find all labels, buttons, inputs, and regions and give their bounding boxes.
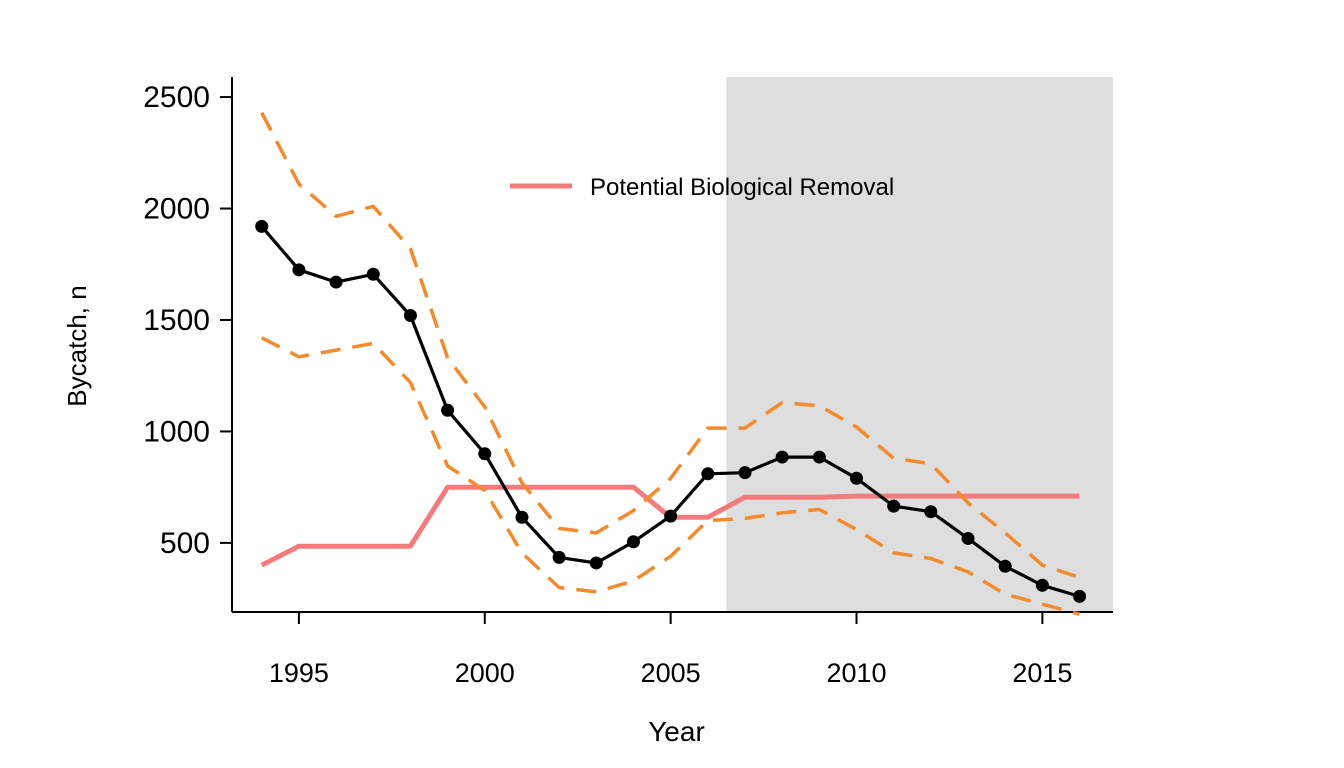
series-layer <box>255 111 1087 616</box>
data-point <box>1073 589 1087 603</box>
data-point <box>329 275 343 289</box>
data-point <box>478 447 492 461</box>
x-tick-label: 2005 <box>641 658 701 688</box>
x-axis-title: Year <box>648 716 705 747</box>
data-point <box>515 510 529 524</box>
data-point <box>1035 578 1049 592</box>
data-point <box>850 471 864 485</box>
data-point <box>775 450 789 464</box>
series-line-upper-bound <box>260 111 1081 580</box>
shaded-region-rect <box>726 77 1113 612</box>
data-point <box>626 535 640 549</box>
data-point <box>441 403 455 417</box>
data-point <box>812 450 826 464</box>
data-point <box>552 550 566 564</box>
data-point <box>403 309 417 323</box>
data-point <box>292 263 306 277</box>
axes: 500 1000 1500 2000 2500 1995 2000 2005 2010 2015 <box>143 77 1113 688</box>
series-line-lower-bound <box>260 336 1080 616</box>
y-tick-label: 500 <box>160 527 210 560</box>
data-point <box>366 267 380 281</box>
y-tick-label: 2000 <box>143 193 210 226</box>
data-point <box>589 556 603 570</box>
x-tick-label: 1995 <box>269 658 329 688</box>
x-tick-label: 2010 <box>826 658 886 688</box>
data-point <box>961 531 975 545</box>
legend: Potential Biological Removal <box>510 174 894 201</box>
x-tick-label: 2000 <box>455 658 515 688</box>
data-point <box>887 499 901 513</box>
legend-label-pbr: Potential Biological Removal <box>590 174 894 201</box>
y-axis-title: Bycatch, n <box>62 285 92 406</box>
y-tick-label: 1000 <box>143 415 210 448</box>
data-point <box>664 509 678 523</box>
data-point <box>701 467 715 481</box>
y-tick-label: 2500 <box>143 81 210 114</box>
data-point <box>924 505 938 519</box>
data-point <box>998 559 1012 573</box>
data-point <box>255 219 269 233</box>
x-tick-label: 2015 <box>1012 658 1072 688</box>
y-tick-label: 1500 <box>143 304 210 337</box>
data-point <box>738 466 752 480</box>
shaded-region <box>726 77 1113 612</box>
